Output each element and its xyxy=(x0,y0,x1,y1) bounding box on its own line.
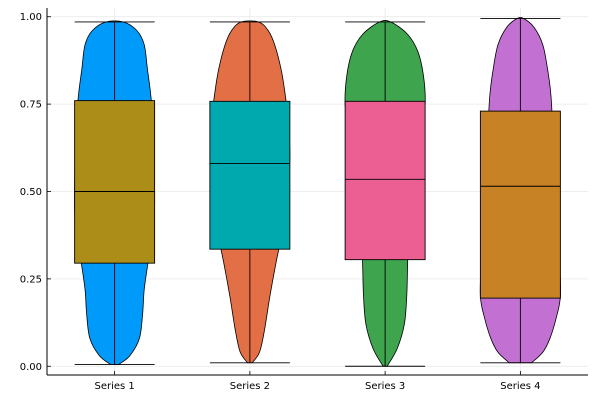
axes xyxy=(46,8,588,376)
x-tick-label: Series 1 xyxy=(94,381,134,392)
series-group xyxy=(74,20,156,365)
y-tick-label: 0.50 xyxy=(20,187,42,198)
x-tick-label: Series 3 xyxy=(365,381,405,392)
x-tick-label: Series 2 xyxy=(230,381,270,392)
y-tick-label: 0.75 xyxy=(20,100,42,111)
series-group xyxy=(209,20,291,364)
series-group xyxy=(344,20,426,367)
y-tick-label: 1.00 xyxy=(20,12,42,23)
iqr-box xyxy=(479,110,561,299)
series-group xyxy=(479,16,561,364)
x-tick-label: Series 4 xyxy=(500,381,540,392)
plot-series xyxy=(74,16,561,367)
tick-labels: 0.00 0.25 0.50 0.75 1.00 Series 1 Series 2 Seri… xyxy=(20,12,541,392)
iqr-box xyxy=(344,100,426,261)
iqr-box xyxy=(74,100,156,264)
y-tick-label: 0.25 xyxy=(20,274,42,285)
y-tick-label: 0.00 xyxy=(20,362,42,373)
iqr-box xyxy=(209,100,291,250)
